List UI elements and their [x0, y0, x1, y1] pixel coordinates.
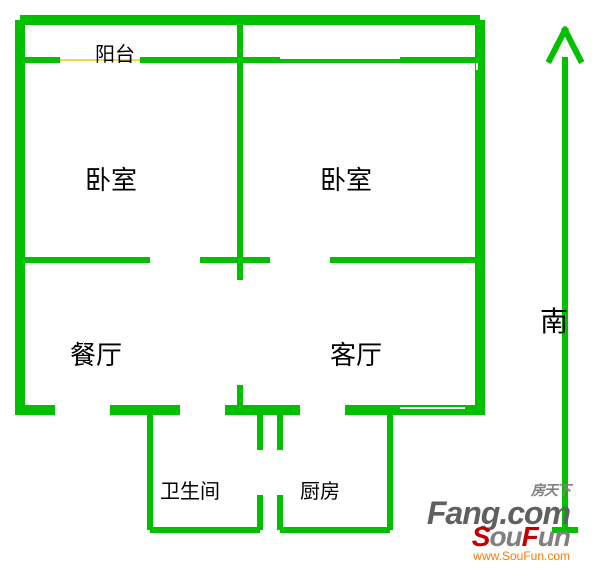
label-living: 客厅	[330, 335, 382, 372]
floor-plan-stage: 阳台 卧室 卧室 餐厅 客厅 卫生间 厨房 南 房天下 Fang.com Sou…	[0, 0, 600, 575]
wm-sub-2: ou	[489, 521, 521, 552]
wm-url: www.SouFun.com	[427, 549, 570, 563]
label-balcony: 阳台	[95, 38, 135, 67]
label-bedroom2: 卧室	[320, 160, 372, 197]
label-dining: 餐厅	[70, 335, 122, 372]
wm-sub-3: F	[522, 521, 538, 552]
label-bath: 卫生间	[160, 475, 220, 504]
label-kitchen: 厨房	[300, 475, 340, 504]
compass-label: 南	[540, 300, 568, 340]
wm-sub-4: un	[538, 521, 570, 552]
wm-sub-1: S	[472, 521, 490, 552]
wm-brand-cn: 房天下	[531, 482, 570, 498]
watermark: 房天下 Fang.com SouFun www.SouFun.com	[427, 483, 570, 563]
label-bedroom1: 卧室	[85, 160, 137, 197]
